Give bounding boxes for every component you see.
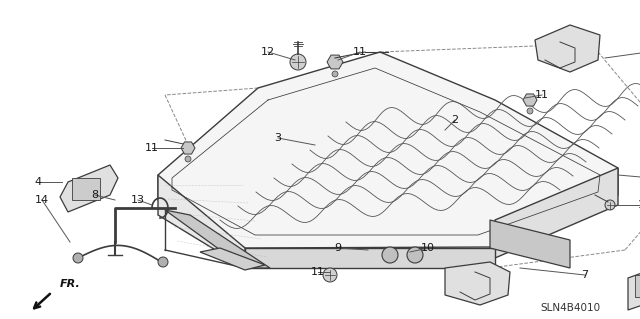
Polygon shape [628,262,640,310]
Text: 10: 10 [421,243,435,253]
Text: 12: 12 [638,200,640,210]
Circle shape [185,156,191,162]
Text: 8: 8 [92,190,99,200]
Text: 12: 12 [261,47,275,57]
Polygon shape [327,55,343,69]
Circle shape [527,108,533,114]
Polygon shape [165,210,270,268]
Text: 7: 7 [581,270,589,280]
Circle shape [290,54,306,70]
Text: 2: 2 [451,115,459,125]
Polygon shape [495,168,618,258]
Text: 3: 3 [275,133,282,143]
Text: 9: 9 [335,243,342,253]
Text: 13: 13 [131,195,145,205]
Polygon shape [200,248,265,270]
Polygon shape [158,52,618,248]
Circle shape [332,71,338,77]
Polygon shape [60,165,118,212]
Polygon shape [535,25,600,72]
Circle shape [323,268,337,282]
Circle shape [73,253,83,263]
Text: SLN4B4010: SLN4B4010 [540,303,600,313]
Circle shape [382,247,398,263]
Text: 11: 11 [353,47,367,57]
Polygon shape [523,94,537,106]
Polygon shape [158,175,245,268]
Polygon shape [181,142,195,154]
Polygon shape [490,220,570,268]
Text: 11: 11 [145,143,159,153]
Text: 4: 4 [35,177,42,187]
Polygon shape [445,262,510,305]
Polygon shape [245,248,495,268]
Bar [72,178,100,200]
Text: 11: 11 [535,90,549,100]
Text: 14: 14 [35,195,49,205]
Circle shape [407,247,423,263]
Bar [635,275,640,297]
Circle shape [158,257,168,267]
Text: FR.: FR. [60,279,81,289]
Circle shape [605,200,615,210]
Text: 11: 11 [311,267,325,277]
